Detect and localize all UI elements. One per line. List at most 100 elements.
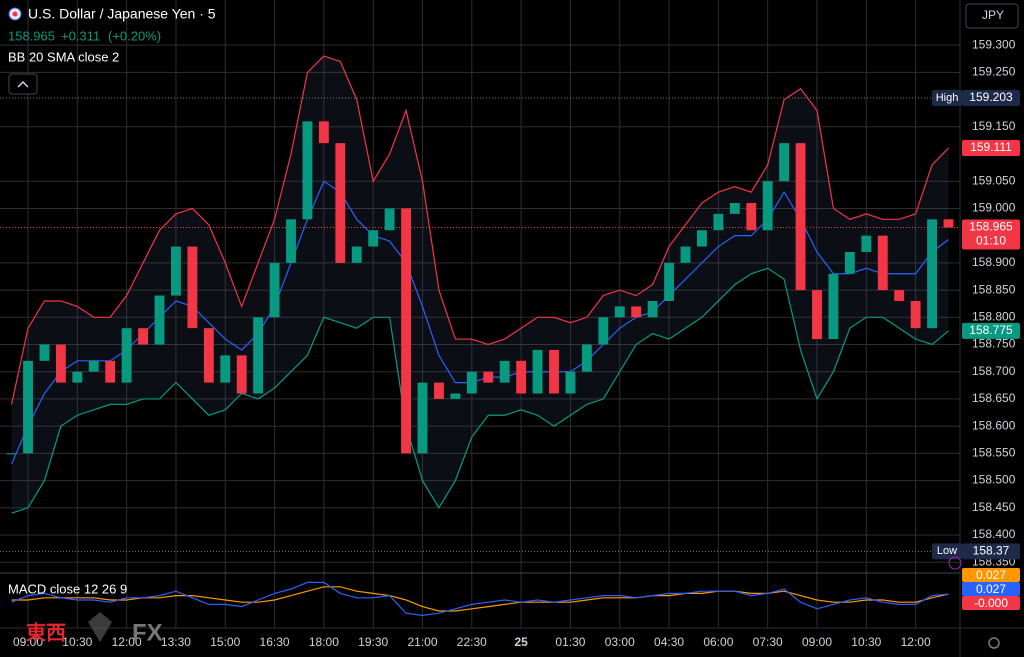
change-percent: (+0.20%) [108,28,161,43]
x-tick-label: 04:30 [654,635,684,649]
macd-badge-bg [962,568,1020,582]
macd-label[interactable]: MACD close 12 26 9 [8,581,127,596]
x-tick-label: 03:00 [605,635,635,649]
y-tick-label: 158.450 [972,500,1016,514]
candle-body [713,213,724,231]
candle-body [729,203,740,214]
candle-body [664,262,674,301]
y-tick-label: 159.050 [972,173,1016,187]
candle-body [55,344,66,383]
band-price: 159.111 [970,140,1012,154]
macd-line [11,581,949,617]
candle-body [614,306,625,318]
high-tag: High [936,92,959,104]
candle-body [39,344,50,361]
candle-body [335,143,346,263]
y-tick-label: 158.750 [972,337,1016,351]
indicator-label[interactable]: BB 20 SMA close 2 [8,49,119,64]
candle-body [647,300,658,318]
y-tick-label: 158.900 [972,255,1016,269]
band-price-bg [962,140,1020,157]
x-tick-label: 01:30 [555,635,585,649]
x-tick-label: 12:00 [901,635,931,649]
candle-body [401,208,411,454]
x-tick-label: 09:00 [802,635,832,649]
y-tick-label: 159.150 [972,119,1016,133]
candle-body [384,208,395,231]
low-tag-bg [932,543,962,560]
watermark-logo [88,612,112,642]
candle-body [549,349,559,394]
candle-body [450,393,461,399]
candle-body [368,230,379,247]
candle-body [844,251,855,274]
candle-body [236,355,247,394]
candle-body [6,453,17,455]
candle-body [203,328,214,383]
candle-body [187,246,198,329]
change: +0.311 [61,28,100,43]
x-tick-label: 10:30 [62,635,92,649]
y-tick-label: 158.850 [972,282,1016,296]
candle-body [434,382,444,399]
x-tick-label: 15:00 [210,635,240,649]
histogram-badge-bg [962,596,1020,610]
settings-icon[interactable] [988,637,1000,649]
x-tick-label: 18:00 [309,635,339,649]
y-tick-label: 158.600 [972,418,1016,432]
candle-body [121,328,132,383]
x-tick-label: 16:30 [260,635,290,649]
candle-body [220,355,231,383]
plot [0,55,960,617]
y-tick-label: 159.250 [972,65,1016,79]
symbol-title[interactable]: U.S. Dollar / Japanese Yen · 5 [28,6,216,22]
low-price: 158.37 [973,543,1010,557]
candle-body [943,219,954,228]
candle-body [877,235,888,291]
y-tick-label: 158.400 [972,527,1016,541]
x-tick-label: 10:30 [851,635,881,649]
candle-body [762,181,773,231]
y-tick-label: 158.650 [972,391,1016,405]
band-price: 158.775 [969,323,1013,337]
band-price-bg [962,322,1020,339]
candle-body [351,246,362,263]
candle-body [746,203,757,231]
candle-body [466,371,477,394]
last-price-badge: 158.965 [969,220,1013,234]
currency-button[interactable] [965,3,1019,29]
collapse-button[interactable] [8,73,38,95]
candle-body [516,360,527,394]
candle-body [269,262,280,318]
candle-body [72,371,83,383]
candle-body [23,360,33,454]
candle-body [828,273,839,340]
candle-body [417,382,428,454]
candle-body [697,230,707,247]
watermark-cjk: 東西 [26,621,66,644]
candle-body [532,349,543,394]
bollinger-band [10,55,949,405]
collapse-icon [17,80,29,88]
high-tag-bg [932,89,962,106]
last-price: 158.965 [8,28,55,43]
y-tick-label: 158.800 [972,309,1016,323]
candle-body [631,306,642,318]
x-tick-label: 21:00 [407,635,437,649]
currency: JPY [982,8,1004,22]
x-tick-label: 25 [514,635,528,649]
x-tick-label: 07:30 [753,635,783,649]
last-price-badge-bg [962,219,1020,250]
y-tick-label: 158.700 [972,364,1016,378]
candle-body [318,121,329,144]
candle-body [581,344,592,372]
alert-icon[interactable] [948,556,962,570]
candle-body [302,121,313,220]
band-fill [11,56,949,514]
candle-body [138,328,149,345]
y-tick-label: 158.500 [972,473,1016,487]
countdown: 01:10 [976,234,1006,248]
